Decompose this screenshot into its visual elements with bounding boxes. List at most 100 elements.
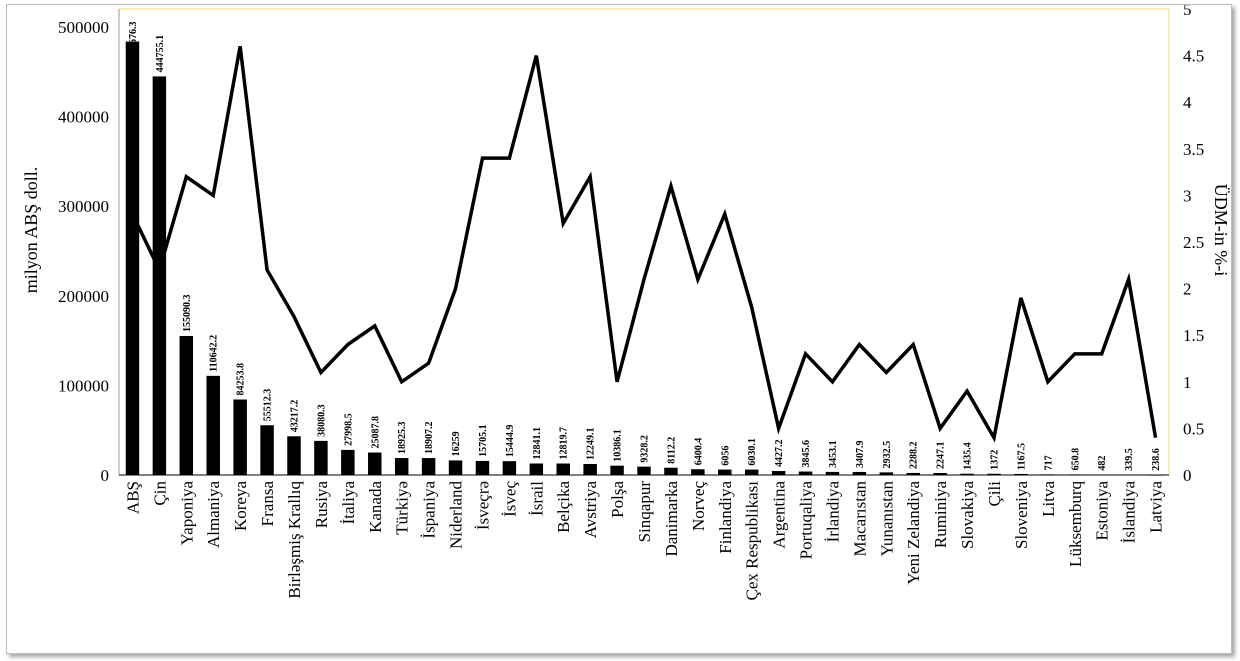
bar-data-label: 25087.8 bbox=[370, 416, 381, 449]
category-label: Latviya bbox=[1147, 481, 1166, 533]
category-label: Finlandiya bbox=[716, 481, 735, 554]
left-axis-title: milyon ABŞ doll. bbox=[21, 167, 41, 294]
bar bbox=[771, 471, 786, 475]
bar-data-label: 15705.1 bbox=[478, 424, 489, 457]
bar bbox=[179, 336, 194, 475]
bar bbox=[664, 467, 678, 475]
left-tick-label: 0 bbox=[101, 466, 110, 485]
category-label: Lüksemburq bbox=[1066, 481, 1085, 567]
left-tick-label: 300000 bbox=[58, 197, 109, 216]
bar bbox=[260, 425, 274, 475]
bar bbox=[529, 463, 544, 475]
bar bbox=[987, 473, 1001, 475]
bar bbox=[314, 440, 328, 475]
category-label: Sinqapur bbox=[635, 481, 654, 543]
bar bbox=[691, 469, 705, 475]
category-label: Almaniya bbox=[204, 481, 223, 548]
category-label: Macarıstan bbox=[850, 481, 869, 557]
right-tick-label: 1.5 bbox=[1183, 326, 1204, 345]
bar-data-label: 110642.2 bbox=[209, 335, 220, 372]
right-tick-label: 3 bbox=[1183, 186, 1192, 205]
bar-data-label: 12841.1 bbox=[532, 427, 543, 460]
bar bbox=[287, 436, 301, 475]
bar-data-label: 1372 bbox=[990, 450, 1001, 470]
bar bbox=[341, 449, 355, 475]
bar bbox=[583, 464, 597, 475]
category-label: Litva bbox=[1039, 481, 1058, 517]
category-label: Çex Respublikası bbox=[743, 481, 762, 601]
bar-data-labels: 483676.3 444755.1 155090.3 110642.2 84253.8 5… bbox=[128, 22, 1162, 471]
bar bbox=[933, 472, 947, 475]
category-label: Argentina bbox=[770, 481, 789, 549]
bar bbox=[475, 460, 490, 475]
category-label: Belçika bbox=[554, 481, 573, 533]
bar-data-label: 55512.3 bbox=[263, 389, 274, 422]
bar-data-label: 27998.5 bbox=[343, 413, 354, 446]
category-label: İrlandiya bbox=[823, 481, 842, 543]
bar bbox=[394, 458, 409, 475]
category-label: İsrail bbox=[527, 481, 546, 516]
percent-line bbox=[130, 45, 1158, 443]
bar-data-label: 6056 bbox=[720, 446, 731, 466]
category-label: Avstriya bbox=[581, 481, 600, 539]
category-label: Portuqaliya bbox=[797, 481, 816, 560]
category-label: Rusiya bbox=[312, 481, 331, 529]
left-tick-label: 400000 bbox=[58, 108, 109, 127]
bar-data-label: 3407.9 bbox=[855, 440, 866, 468]
right-tick-label: 0.5 bbox=[1183, 419, 1204, 438]
bar bbox=[852, 471, 867, 475]
bar bbox=[233, 399, 247, 475]
bar-data-label: 483676.3 bbox=[128, 22, 139, 60]
bar bbox=[125, 41, 140, 476]
bar-data-label: 444755.1 bbox=[155, 35, 166, 73]
bar-data-label: 4427.2 bbox=[774, 440, 785, 468]
line-series bbox=[130, 45, 1158, 443]
left-tick-label: 100000 bbox=[58, 376, 109, 395]
bar bbox=[556, 463, 570, 475]
category-label: İsveçrə bbox=[473, 481, 492, 530]
right-axis-title: ÜDM-in %-i bbox=[1211, 184, 1231, 277]
bar-data-label: 482 bbox=[1097, 456, 1108, 471]
bar-data-label: 2288.2 bbox=[909, 441, 920, 469]
bar-data-label: 339.5 bbox=[1124, 448, 1135, 471]
bar bbox=[906, 472, 920, 475]
bar bbox=[448, 460, 463, 475]
bar-data-label: 1435.4 bbox=[963, 442, 974, 470]
bar-data-label: 9328.2 bbox=[640, 435, 651, 463]
bar-data-label: 18925.3 bbox=[397, 422, 408, 455]
category-label: Fransa bbox=[258, 481, 277, 527]
bar-data-label: 6030.1 bbox=[747, 438, 758, 466]
bar-data-label: 18907.2 bbox=[424, 422, 435, 455]
bar-data-label: 6400.4 bbox=[693, 438, 704, 466]
category-label: Yaponiya bbox=[177, 481, 196, 546]
bar bbox=[206, 375, 220, 475]
category-label: Polşa bbox=[608, 481, 627, 518]
bar bbox=[718, 469, 732, 475]
category-label: Birləşmiş Krallıq bbox=[285, 481, 304, 599]
right-tick-label: 2 bbox=[1183, 280, 1192, 299]
category-label: Yunanıstan bbox=[877, 481, 896, 557]
bar-data-label: 15444.9 bbox=[505, 425, 516, 458]
category-label: Niderland bbox=[447, 481, 466, 549]
category-label: Norveç bbox=[689, 481, 708, 531]
bar-data-label: 43217.2 bbox=[290, 400, 301, 433]
category-label: İslandiya bbox=[1120, 481, 1139, 544]
bar-data-label: 12249.1 bbox=[586, 428, 597, 461]
bar bbox=[960, 473, 974, 475]
bar-series bbox=[125, 41, 1163, 476]
bar bbox=[1014, 473, 1028, 475]
bar-data-label: 238.6 bbox=[1151, 448, 1162, 471]
bar-data-label: 8112.2 bbox=[666, 437, 677, 464]
bar-data-label: 155090.3 bbox=[182, 295, 193, 333]
plot-axes bbox=[118, 8, 1170, 476]
bar-data-label: 84253.8 bbox=[236, 363, 247, 396]
chart-svg: 0 100000 200000 300000 400000 500000 0 0.5 1 1.5… bbox=[21, 5, 1231, 601]
bar bbox=[825, 471, 840, 475]
bar-data-label: 1167.5 bbox=[1016, 443, 1027, 470]
bar bbox=[798, 471, 813, 475]
bar-data-label: 2247.1 bbox=[936, 441, 947, 469]
category-label: İtaliya bbox=[339, 481, 358, 525]
bar bbox=[637, 466, 651, 475]
right-tick-label: 5 bbox=[1183, 5, 1192, 19]
bar bbox=[879, 472, 894, 475]
